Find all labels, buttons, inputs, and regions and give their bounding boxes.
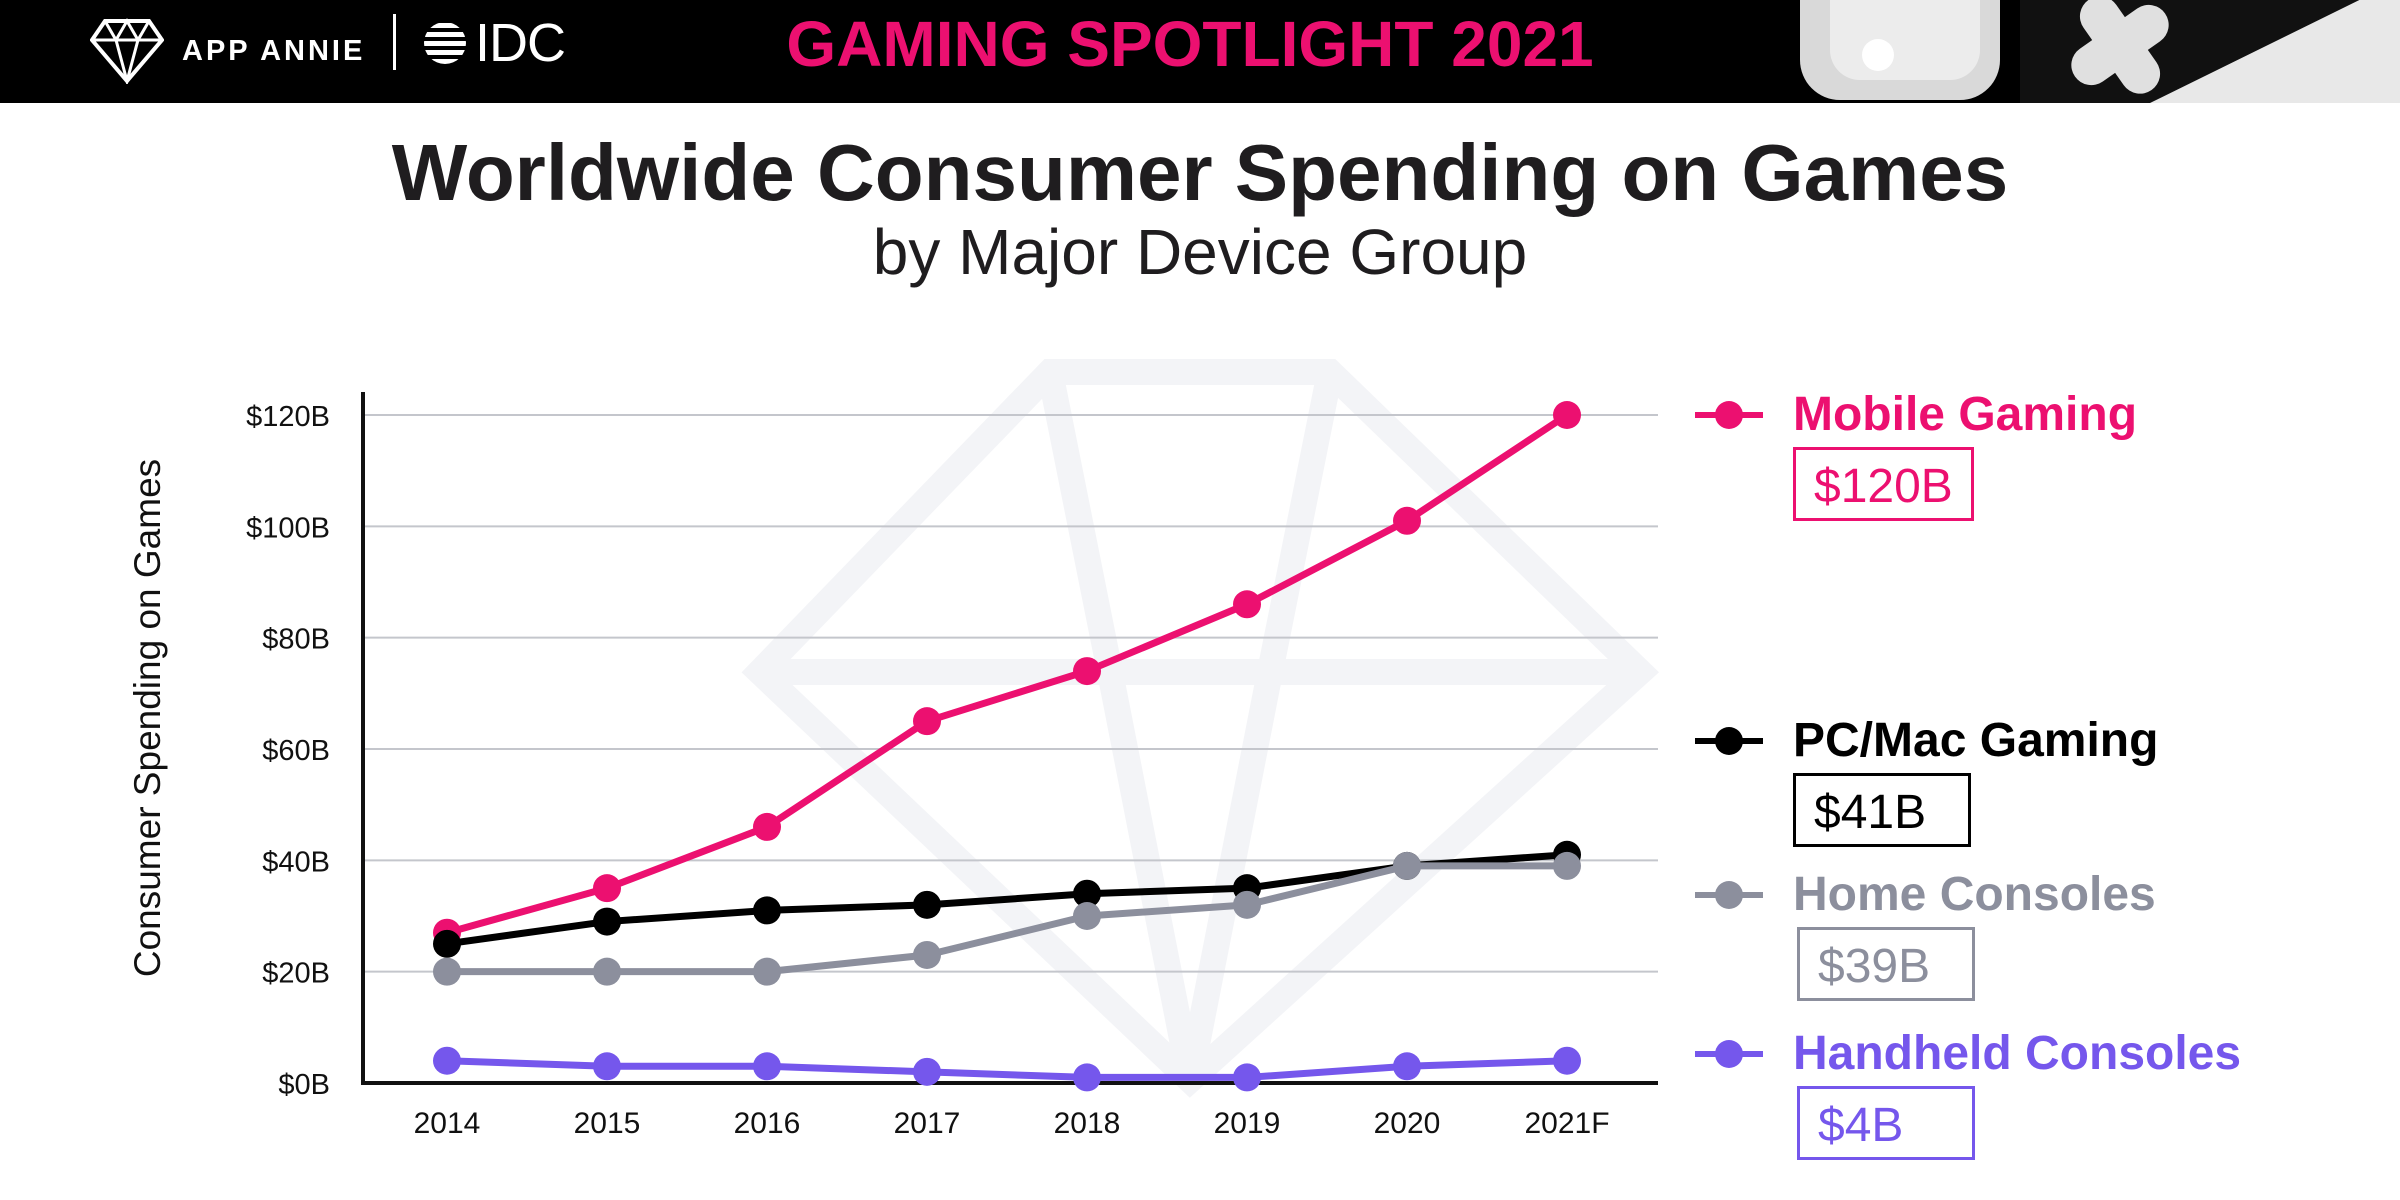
y-tick-label: $120B	[246, 401, 330, 433]
legend-swatch	[1695, 1040, 1763, 1068]
data-point	[913, 940, 941, 969]
data-point	[1233, 1063, 1261, 1092]
idc-wordmark: IDC	[475, 13, 566, 73]
legend-total: $39B	[1797, 927, 1975, 1001]
data-point	[433, 957, 461, 986]
data-point	[1073, 657, 1101, 686]
data-point	[1073, 1063, 1101, 1092]
data-point	[593, 907, 621, 936]
data-point	[913, 707, 941, 736]
idc-logo: IDC	[421, 8, 566, 78]
data-point	[1393, 506, 1421, 535]
series-line	[447, 862, 1567, 976]
data-point	[1393, 851, 1421, 880]
series-line	[446, 1057, 1568, 1081]
data-point	[593, 957, 621, 986]
diamond-icon	[90, 18, 164, 84]
globe-icon	[424, 23, 466, 64]
data-point	[593, 1052, 621, 1081]
data-point	[593, 874, 621, 903]
y-tick-label: $80B	[262, 624, 330, 656]
y-tick-label: $20B	[262, 958, 330, 990]
legend-swatch	[1695, 881, 1763, 909]
series-handheld-consoles	[433, 1046, 1581, 1092]
data-point	[753, 957, 781, 986]
y-tick-label: $60B	[262, 735, 330, 767]
data-point	[433, 929, 461, 958]
x-tick-label: 2019	[1214, 1107, 1281, 1140]
data-point	[1073, 879, 1101, 908]
x-tick-label: 2017	[894, 1107, 961, 1140]
top-banner: APP ANNIE IDC GAMING SPOTLIGHT 2021	[0, 0, 2400, 103]
data-point	[1233, 590, 1261, 619]
banner-title: GAMING SPOTLIGHT 2021	[786, 8, 1594, 80]
legend-label: Home Consoles	[1793, 868, 2156, 921]
data-point	[753, 1052, 781, 1081]
y-tick-label: $0B	[278, 1069, 330, 1101]
legend-total: $120B	[1793, 447, 1974, 521]
legend-total: $4B	[1797, 1086, 1975, 1160]
data-point	[1553, 401, 1581, 429]
data-point	[1073, 902, 1101, 930]
legend-total: $41B	[1793, 773, 1971, 847]
y-tick-label: $100B	[246, 512, 330, 544]
legend-label: Handheld Consoles	[1793, 1027, 2242, 1080]
legend-swatch	[1695, 727, 1763, 755]
data-point	[1553, 851, 1581, 880]
chart-subtitle: by Major Device Group	[872, 216, 1528, 288]
data-point	[433, 1046, 461, 1075]
brand-divider	[393, 14, 396, 70]
y-tick-label: $40B	[262, 846, 330, 878]
data-point	[753, 896, 781, 925]
data-point	[1553, 1046, 1581, 1075]
app-annie-wordmark: APP ANNIE	[182, 34, 366, 67]
series-home-consoles	[433, 851, 1581, 986]
data-point	[913, 1057, 941, 1086]
series-lines	[433, 401, 1581, 1092]
app-annie-logo: APP ANNIE	[90, 10, 365, 92]
legend-label: PC/Mac Gaming	[1793, 714, 2159, 767]
x-tick-label: 2020	[1374, 1107, 1441, 1140]
legend-label: Mobile Gaming	[1793, 388, 2138, 441]
tick-labels: $0B $20B $40B $60B $80B $100B $120B 2014 2015 201…	[246, 401, 1609, 1140]
data-point	[1393, 1052, 1421, 1081]
legend-swatch	[1695, 401, 1763, 429]
y-axis-label: Consumer Spending on Games	[127, 459, 168, 977]
watermark-diamond	[741, 359, 1660, 1098]
data-point	[753, 812, 781, 841]
x-tick-label: 2014	[414, 1107, 481, 1140]
chart-title: Worldwide Consumer Spending on Games	[391, 128, 2009, 217]
axes	[361, 392, 1658, 1085]
x-tick-label: 2016	[734, 1107, 801, 1140]
controller-graphic	[1800, 0, 2400, 103]
x-tick-label: 2015	[574, 1107, 641, 1140]
data-point	[1233, 890, 1261, 919]
x-tick-label: 2021F	[1524, 1107, 1609, 1140]
data-point	[913, 890, 941, 919]
series-line	[446, 412, 1569, 937]
x-tick-label: 2018	[1054, 1107, 1121, 1140]
